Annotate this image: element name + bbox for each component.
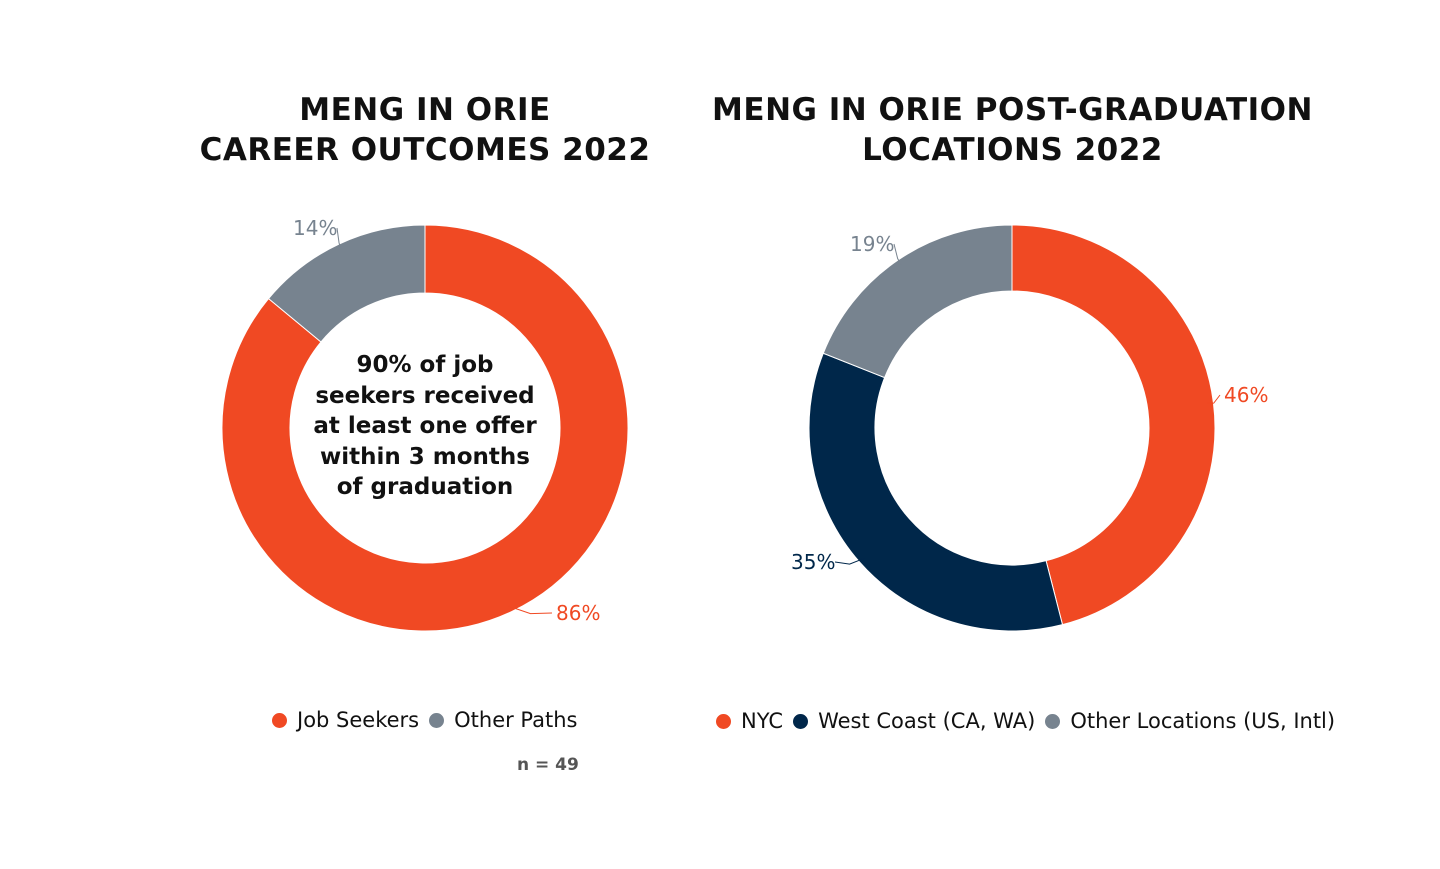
chart1-center-text: 90% of job seekers received at least one… <box>313 352 537 500</box>
legend-item: Other Paths <box>429 708 578 732</box>
legend-item: West Coast (CA, WA) <box>793 709 1035 733</box>
donut-slice-other-paths <box>267 224 426 343</box>
data-label: 19% <box>850 232 894 256</box>
legend-label: Job Seekers <box>297 708 420 732</box>
data-label: 14% <box>293 216 337 240</box>
leader-line <box>508 605 553 615</box>
legend-swatch <box>272 712 287 728</box>
leader-line <box>834 557 865 565</box>
chart2-legend: NYC West Coast (CA, WA) Other Locations … <box>716 709 1345 733</box>
chart2-title: MENG IN ORIE POST-GRADUATION LOCATIONS 2… <box>712 92 1313 168</box>
chart1-title: MENG IN ORIE CAREER OUTCOMES 2022 <box>199 92 651 168</box>
data-label: 35% <box>791 550 835 574</box>
data-label: 86% <box>556 601 600 625</box>
donut-slice-west-coast-ca-wa- <box>808 352 1064 632</box>
donut-slice-other-locations-us-intl- <box>822 224 1013 379</box>
legend-swatch <box>1045 713 1061 729</box>
legend-item: Other Locations (US, Intl) <box>1045 709 1335 733</box>
legend-item: NYC <box>716 709 783 733</box>
legend-label: West Coast (CA, WA) <box>818 709 1036 733</box>
data-label: 46% <box>1224 383 1268 407</box>
legend-swatch <box>793 713 809 729</box>
legend-label: NYC <box>741 709 784 733</box>
legend-item: Job Seekers <box>272 708 419 732</box>
legend-swatch <box>716 713 731 729</box>
sample-size-note: n = 49 <box>517 755 579 775</box>
donut-slice-job-seekers <box>221 224 629 632</box>
leader-line <box>336 227 342 250</box>
legend-label: Other Locations (US, Intl) <box>1070 709 1336 733</box>
donut-slice-nyc <box>1011 224 1216 626</box>
chart1-legend: Job Seekers Other Paths <box>272 708 588 732</box>
legend-label: Other Paths <box>454 708 578 732</box>
leader-line <box>893 243 902 266</box>
legend-swatch <box>429 712 445 728</box>
leader-line <box>1207 394 1221 404</box>
